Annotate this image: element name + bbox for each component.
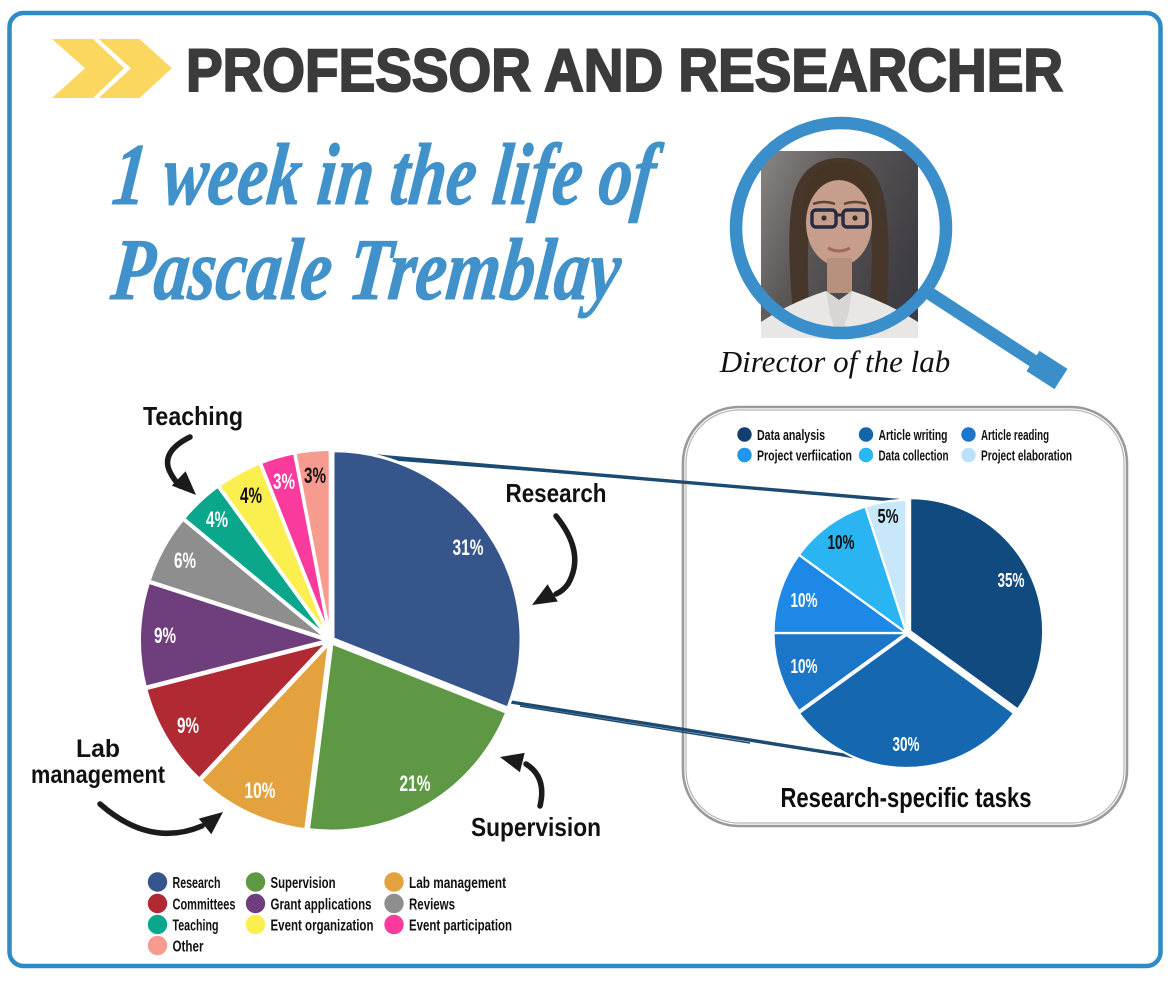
svg-text:Article writing: Article writing [879,427,948,444]
svg-text:Project elaboration: Project elaboration [981,448,1072,465]
svg-text:Event participation: Event participation [409,918,512,935]
svg-text:Project verfiication: Project verfiication [757,448,852,465]
svg-text:Research: Research [173,875,221,892]
svg-text:Data collection: Data collection [879,448,949,465]
svg-text:PROFESSOR AND RESEARCHER: PROFESSOR AND RESEARCHER [186,37,1063,104]
svg-text:31%: 31% [453,535,484,560]
svg-text:5%: 5% [878,506,899,528]
svg-text:Teaching: Teaching [143,401,243,431]
svg-text:10%: 10% [828,532,855,554]
svg-text:Article reading: Article reading [981,427,1049,444]
svg-text:Lab: Lab [76,735,120,763]
svg-text:Supervision: Supervision [471,812,601,842]
svg-text:3%: 3% [304,463,326,488]
svg-text:Pascale Tremblay: Pascale Tremblay [107,221,627,319]
svg-text:30%: 30% [893,734,920,756]
svg-text:3%: 3% [273,469,295,494]
svg-text:21%: 21% [400,771,431,796]
svg-text:4%: 4% [240,483,262,508]
svg-text:Research-specific tasks: Research-specific tasks [781,782,1032,813]
svg-text:9%: 9% [154,623,176,648]
svg-text:Committees: Committees [173,897,236,914]
svg-text:35%: 35% [998,570,1025,592]
svg-text:10%: 10% [791,590,818,612]
svg-text:Other: Other [173,939,204,956]
svg-text:1 week in the life of: 1 week in the life of [108,126,666,224]
svg-text:10%: 10% [791,656,818,678]
svg-text:6%: 6% [174,548,196,573]
svg-text:Supervision: Supervision [271,875,336,892]
svg-text:Research: Research [506,478,607,508]
svg-text:Teaching: Teaching [173,918,219,935]
svg-text:management: management [31,761,166,789]
svg-text:Reviews: Reviews [409,897,455,914]
svg-text:Event organization: Event organization [271,918,374,935]
svg-text:Data analysis: Data analysis [757,427,825,444]
svg-text:9%: 9% [177,713,199,738]
svg-text:Director of the lab: Director of the lab [719,344,950,379]
svg-text:10%: 10% [245,778,276,803]
svg-text:Lab management: Lab management [409,875,506,892]
svg-text:Grant applications: Grant applications [271,897,372,914]
svg-text:4%: 4% [206,507,228,532]
